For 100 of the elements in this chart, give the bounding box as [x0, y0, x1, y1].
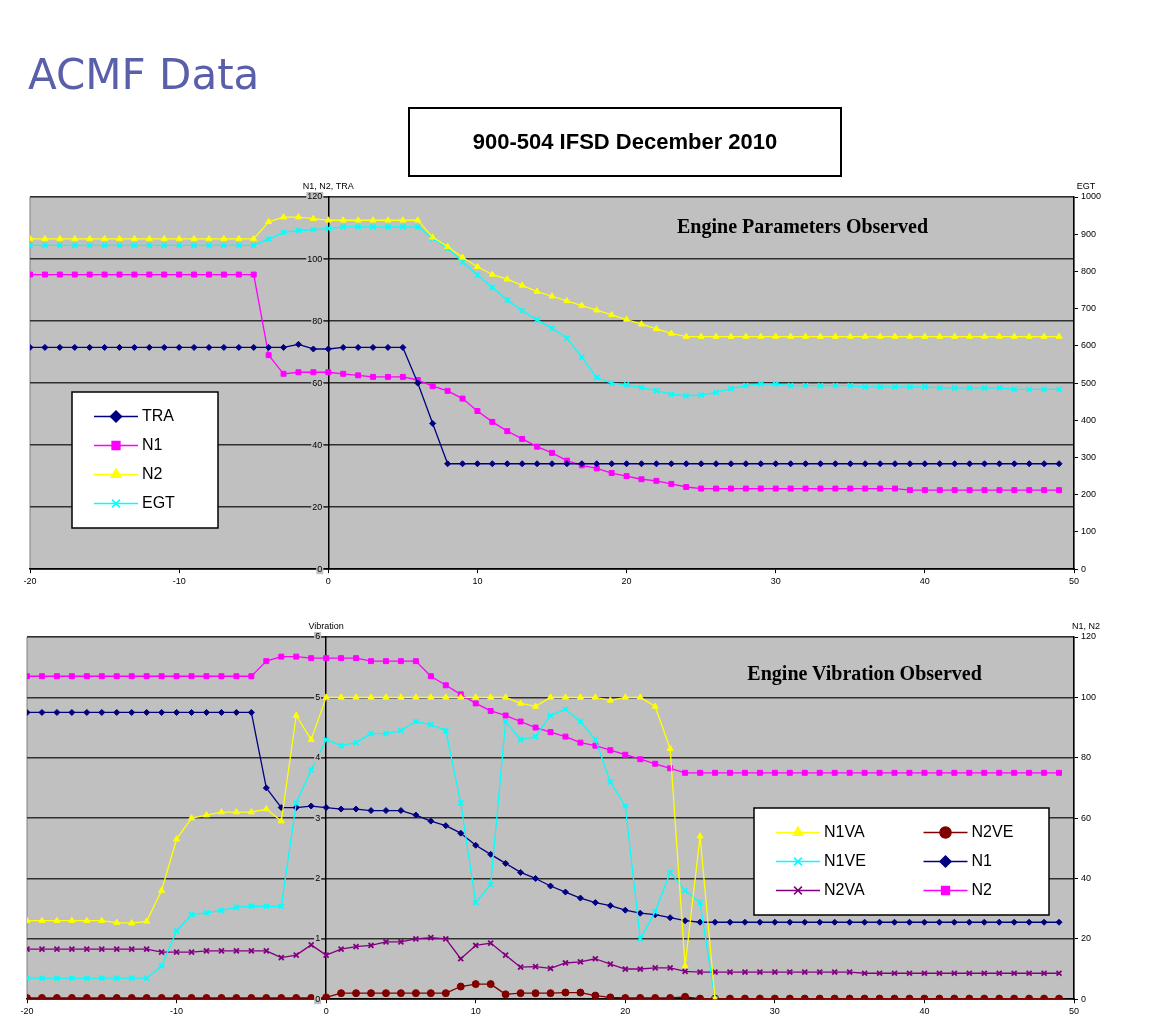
- y-axis-title: Vibration: [308, 620, 344, 631]
- point: [173, 835, 181, 842]
- point: [53, 974, 61, 982]
- point: [262, 805, 270, 812]
- y-tick-label: 100: [307, 253, 323, 264]
- y-tick-label: 6: [315, 631, 321, 642]
- y-tick-label: 4: [315, 752, 321, 763]
- text: Engine Vibration Observed: [747, 662, 982, 686]
- point: [158, 886, 166, 893]
- point: [68, 974, 76, 982]
- point: [412, 693, 420, 700]
- point: [591, 693, 599, 700]
- y-tick-label: 60: [312, 377, 323, 388]
- x-tick-label: -10: [170, 1006, 184, 1017]
- y2-tick-label: 900: [1081, 228, 1097, 239]
- x-tick-label: 40: [919, 576, 930, 587]
- point: [38, 974, 46, 982]
- y-tick-label: 3: [315, 812, 321, 823]
- point: [38, 916, 46, 923]
- point: [592, 736, 599, 743]
- y2-tick-label: 40: [1081, 872, 1092, 883]
- y-tick-label: 120: [307, 191, 323, 202]
- point: [636, 693, 644, 700]
- legend-label: TRA: [142, 406, 175, 424]
- x-tick-label: -20: [20, 1006, 34, 1017]
- legend-label: N2VE: [971, 822, 1014, 840]
- y2-tick-label: 80: [1081, 752, 1092, 763]
- y2-tick-label: 300: [1081, 452, 1097, 463]
- y2-tick-label: 600: [1081, 340, 1097, 351]
- point: [517, 736, 524, 743]
- point: [307, 735, 315, 742]
- y2-axis-title: EGT: [1076, 180, 1096, 191]
- point: [487, 693, 495, 700]
- x-tick-label: 30: [769, 1006, 780, 1017]
- y-tick-label: 1: [315, 933, 321, 944]
- x-tick-label: 20: [621, 576, 632, 587]
- x-tick-label: 40: [919, 1006, 930, 1017]
- point: [292, 711, 300, 718]
- y2-tick-label: 100: [1081, 526, 1097, 537]
- y-tick-label: 40: [312, 439, 323, 450]
- y-tick-label: 0: [315, 993, 321, 1004]
- point: [427, 693, 435, 700]
- point: [681, 962, 689, 969]
- point: [188, 814, 196, 821]
- y-tick-label: 0: [317, 563, 323, 574]
- point: [442, 693, 450, 700]
- y2-tick-label: 800: [1081, 265, 1097, 276]
- point: [128, 919, 136, 926]
- point: [188, 911, 195, 919]
- y-axis-title: N1, N2, TRA: [302, 180, 354, 191]
- legend-label: EGT: [142, 493, 176, 511]
- y2-tick-label: 400: [1081, 414, 1097, 425]
- x-tick-label: -20: [23, 576, 37, 587]
- y-tick-label: 20: [312, 501, 323, 512]
- legend-label: N2: [142, 464, 163, 482]
- point: [292, 799, 300, 807]
- point: [562, 706, 569, 713]
- legend-label: N1: [142, 435, 163, 453]
- point: [576, 693, 584, 700]
- text: Engine Parameters Observed: [677, 215, 929, 239]
- point: [337, 693, 345, 700]
- legend-label: N2: [971, 880, 993, 898]
- point: [232, 808, 240, 815]
- point: [113, 918, 121, 925]
- point: [621, 693, 629, 700]
- x-tick-label: 10: [472, 576, 483, 587]
- y2-tick-label: 120: [1081, 631, 1097, 642]
- y2-tick-label: 60: [1081, 812, 1092, 823]
- text: ACMF Data: [28, 50, 260, 99]
- point: [367, 693, 375, 700]
- text: 900-504 IFSD December 2010: [408, 107, 842, 177]
- legend-label: N1: [971, 851, 993, 869]
- point: [277, 817, 285, 824]
- point: [397, 693, 405, 700]
- point: [322, 693, 330, 700]
- point: [517, 699, 525, 706]
- point: [143, 917, 151, 924]
- point: [202, 811, 211, 818]
- point: [217, 808, 225, 815]
- point: [487, 881, 495, 888]
- legend-label: N2VA: [824, 880, 865, 898]
- point: [247, 808, 255, 815]
- point: [83, 974, 91, 982]
- x-tick-label: 50: [1068, 576, 1080, 587]
- point: [577, 718, 584, 725]
- legend-label: N1VE: [824, 851, 866, 869]
- point: [472, 693, 480, 700]
- y2-tick-label: 700: [1081, 303, 1097, 314]
- point: [218, 907, 225, 914]
- x-tick-label: 50: [1068, 1006, 1080, 1017]
- point: [457, 799, 465, 807]
- point: [382, 693, 390, 700]
- point: [98, 916, 106, 923]
- point: [606, 696, 614, 703]
- legend-label: N1VA: [824, 822, 865, 840]
- point: [83, 916, 91, 923]
- y2-tick-label: 100: [1081, 691, 1097, 702]
- y-tick-label: 2: [315, 872, 321, 883]
- x-tick-label: 20: [620, 1006, 631, 1017]
- point: [233, 904, 240, 911]
